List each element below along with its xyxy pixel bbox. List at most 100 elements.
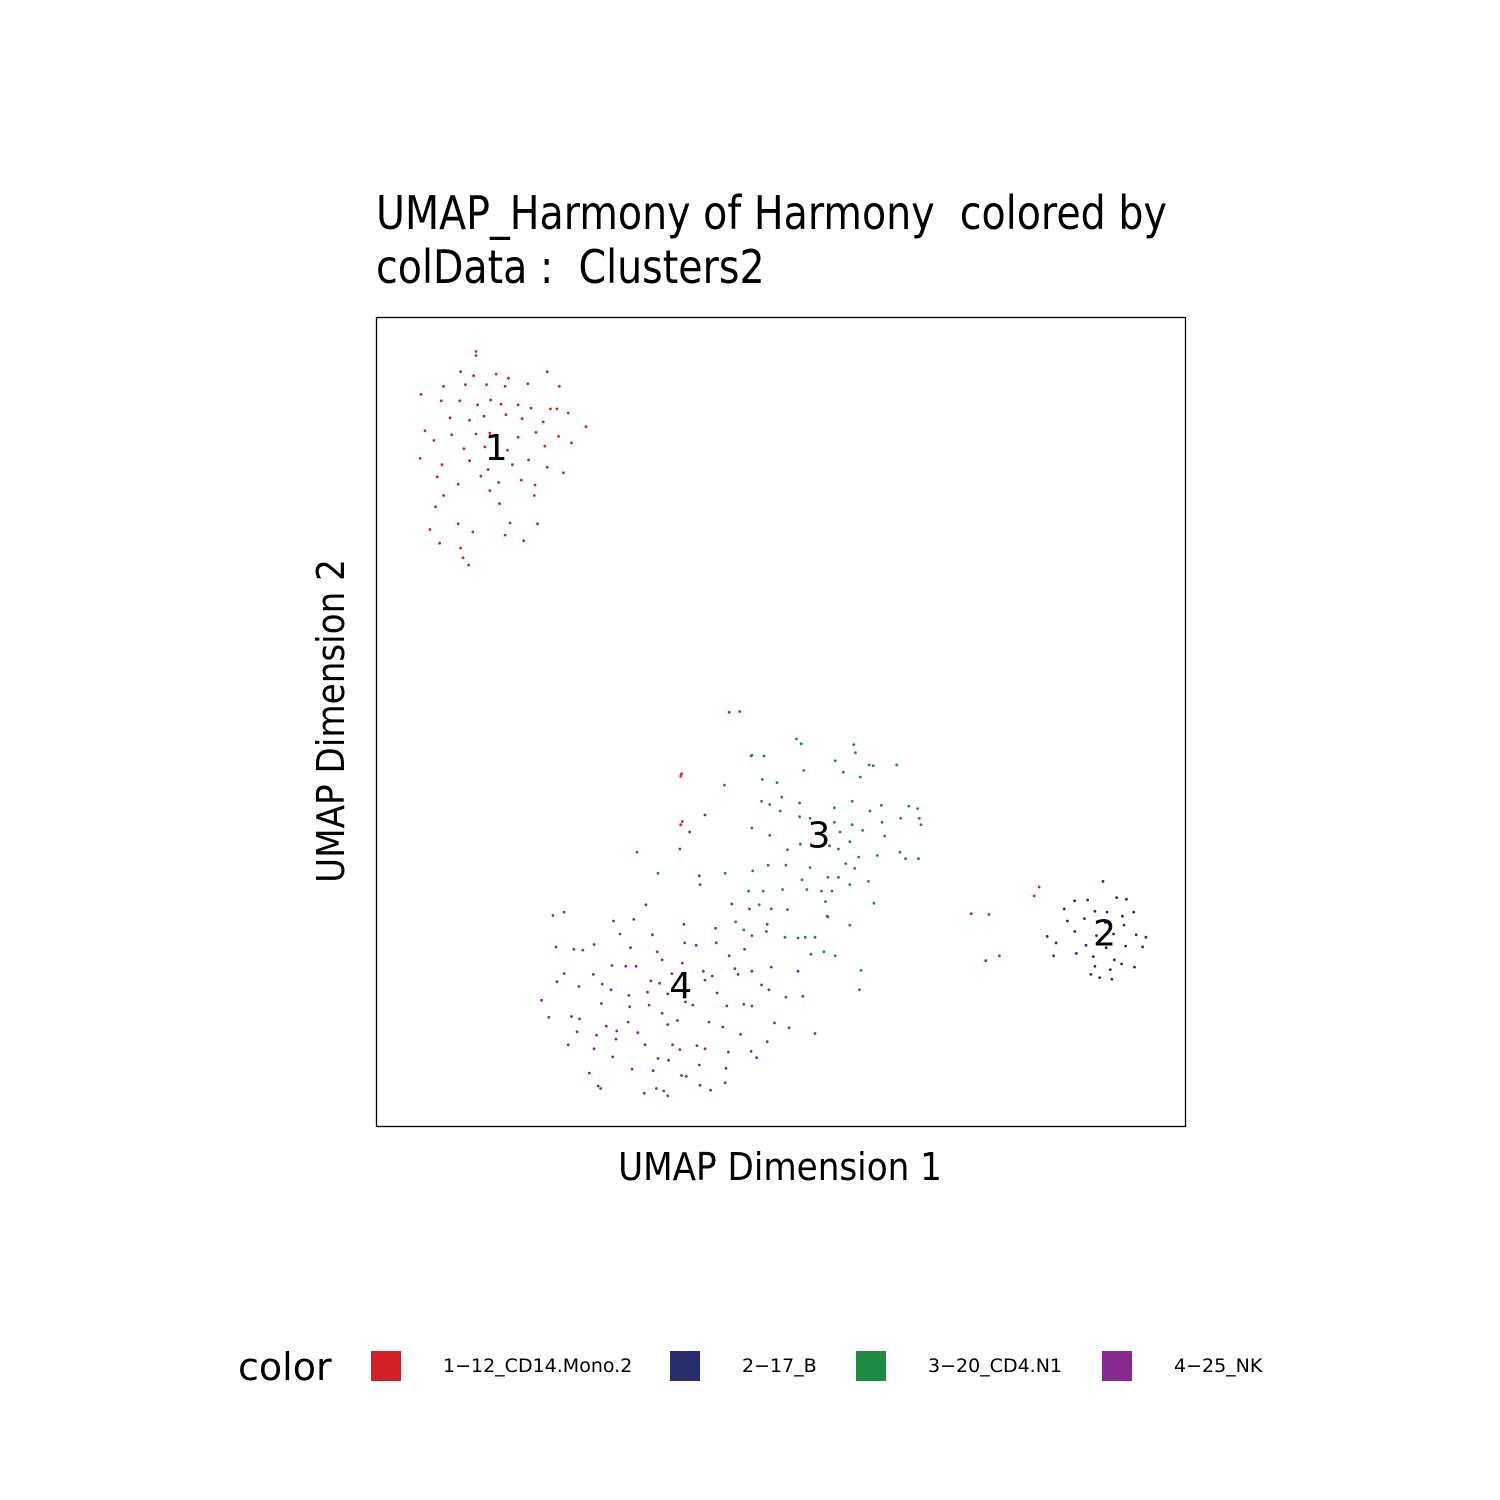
data-point	[809, 952, 813, 956]
data-point	[796, 936, 800, 940]
data-point	[858, 775, 862, 779]
points-layer	[418, 350, 1148, 1098]
data-point	[709, 1088, 712, 1092]
data-point	[760, 983, 763, 987]
data-point	[634, 964, 638, 968]
data-point	[488, 489, 492, 492]
data-point	[678, 1048, 682, 1051]
data-point	[646, 990, 649, 994]
data-point	[440, 463, 444, 467]
data-point	[775, 781, 779, 785]
cluster-label: 4	[669, 966, 692, 1007]
data-point	[984, 959, 988, 963]
data-point	[519, 478, 523, 482]
data-point	[784, 995, 788, 999]
data-point	[883, 834, 886, 838]
data-point	[600, 982, 604, 986]
legend-title: color	[238, 1345, 332, 1389]
data-point	[916, 807, 920, 810]
data-point	[662, 1089, 666, 1093]
data-point	[695, 1044, 699, 1047]
data-point	[867, 880, 870, 883]
data-point	[854, 751, 857, 755]
data-point	[683, 941, 687, 945]
data-point	[826, 915, 830, 919]
data-point	[629, 946, 632, 950]
data-point	[724, 1066, 728, 1070]
data-point	[725, 1004, 729, 1008]
data-point	[557, 435, 560, 438]
data-point	[1121, 914, 1124, 918]
data-point	[679, 823, 683, 827]
legend-swatch	[856, 1351, 886, 1381]
data-point	[714, 941, 718, 945]
data-point	[710, 974, 714, 978]
data-point	[767, 988, 771, 992]
data-point	[721, 1025, 725, 1029]
data-point	[658, 981, 661, 985]
data-point	[529, 406, 533, 410]
data-point	[527, 458, 530, 462]
data-point	[723, 1081, 727, 1085]
data-point	[419, 393, 423, 396]
data-point	[765, 1040, 769, 1043]
data-point	[848, 883, 852, 886]
data-point	[895, 763, 899, 767]
data-point	[1084, 943, 1088, 947]
data-point	[1141, 945, 1144, 949]
data-point	[682, 922, 686, 926]
data-point	[765, 930, 768, 933]
data-point	[813, 1032, 817, 1035]
data-point	[600, 1002, 603, 1005]
data-point	[998, 954, 1001, 958]
data-point	[801, 994, 805, 998]
data-point	[494, 372, 498, 376]
data-point	[1108, 968, 1112, 971]
data-point	[581, 948, 585, 952]
data-point	[536, 522, 539, 526]
data-point	[612, 919, 615, 923]
data-point	[898, 850, 902, 854]
data-point	[1112, 958, 1116, 962]
data-point	[875, 854, 879, 857]
data-point	[822, 834, 826, 838]
data-point	[547, 1015, 551, 1019]
data-point	[799, 842, 802, 846]
data-point	[750, 826, 754, 830]
data-point	[503, 533, 507, 537]
data-point	[727, 954, 731, 958]
data-point	[479, 474, 483, 478]
data-point	[666, 992, 670, 996]
data-point	[448, 416, 452, 420]
data-point	[828, 844, 831, 848]
data-point	[1045, 935, 1049, 938]
y-axis-label: UMAP Dimension 2	[309, 559, 353, 883]
data-point	[660, 958, 664, 962]
data-point	[852, 743, 856, 747]
data-point	[684, 1074, 688, 1078]
data-point	[778, 809, 782, 813]
data-point	[549, 407, 552, 411]
data-point	[1093, 964, 1097, 968]
data-point	[462, 447, 466, 450]
data-point	[562, 910, 566, 914]
data-point	[786, 908, 789, 912]
data-point	[837, 847, 840, 851]
data-point	[736, 973, 740, 976]
data-point	[610, 964, 614, 967]
data-point	[418, 456, 422, 460]
data-point	[506, 448, 509, 452]
data-point	[757, 903, 761, 907]
data-point	[628, 1005, 632, 1009]
data-point	[1105, 910, 1109, 914]
data-point	[498, 502, 501, 505]
data-point	[566, 1043, 570, 1047]
data-point	[1134, 933, 1138, 937]
data-point	[557, 384, 561, 388]
data-point	[503, 384, 507, 388]
data-point	[899, 816, 903, 820]
data-point	[504, 413, 508, 416]
data-point	[592, 1047, 596, 1051]
data-point	[749, 1049, 753, 1053]
data-point	[434, 505, 437, 509]
